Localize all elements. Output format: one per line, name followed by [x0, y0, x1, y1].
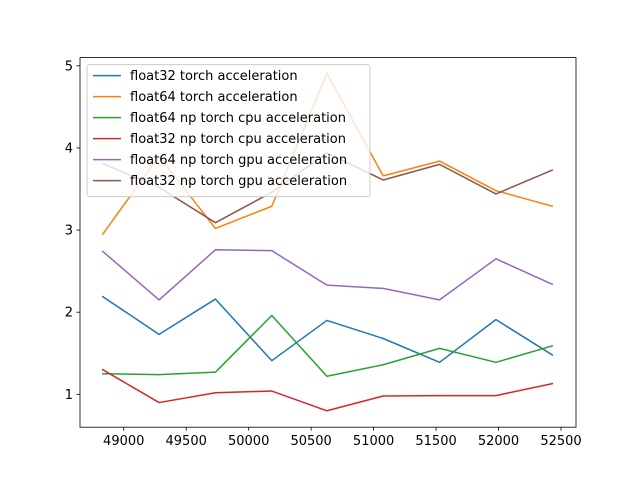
legend: float32 torch acceleration float64 torch …	[86, 64, 371, 198]
x-tick-label: 51000	[353, 434, 394, 449]
y-tick-label: 3	[65, 224, 73, 239]
legend-entry-5: float32 np torch gpu acceleration	[130, 174, 347, 189]
series-line-3	[101, 368, 554, 412]
plot-frame	[79, 57, 577, 428]
x-tick-label: 51500	[415, 434, 456, 449]
x-tick-label: 49500	[166, 434, 207, 449]
legend-entry-2: float64 np torch cpu acceleration	[130, 111, 346, 126]
legend-box	[86, 64, 371, 198]
legend-entry-0: float32 torch acceleration	[130, 69, 298, 84]
series-line-0	[101, 295, 554, 364]
x-tick-label: 50000	[228, 434, 269, 449]
y-tick-label: 1	[65, 388, 73, 403]
series-line-2	[101, 314, 554, 378]
x-axis: 49000 49500 50000 50500 51000 51500 52000 52500	[103, 427, 582, 449]
y-tick-label: 5	[65, 59, 73, 74]
series-line-4	[101, 249, 554, 301]
legend-entry-4: float64 np torch gpu acceleration	[130, 153, 347, 168]
x-tick-label: 52500	[540, 434, 581, 449]
y-axis: 1 2 3 4 5	[65, 59, 80, 403]
y-tick-label: 2	[65, 306, 73, 321]
y-tick-label: 4	[65, 141, 73, 156]
x-tick-label: 52000	[478, 434, 519, 449]
x-tick-label: 49000	[103, 434, 144, 449]
x-tick-label: 50500	[290, 434, 331, 449]
legend-entry-1: float64 torch acceleration	[130, 90, 298, 105]
legend-entry-3: float32 np torch cpu acceleration	[130, 132, 346, 147]
